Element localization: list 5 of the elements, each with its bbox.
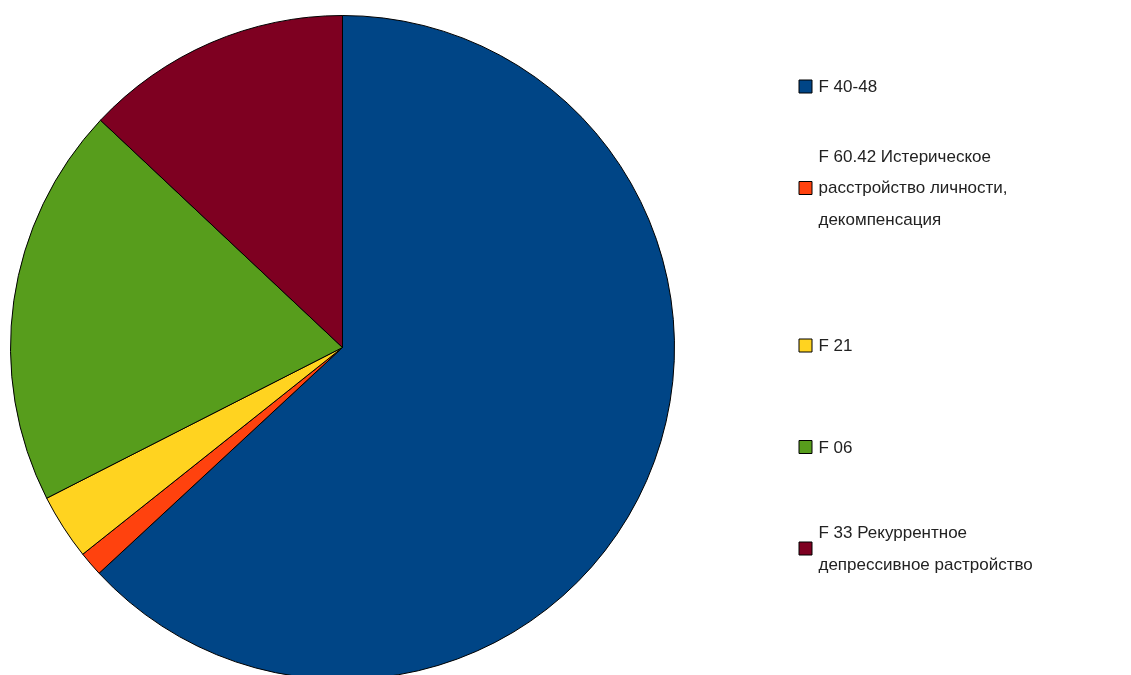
legend-label: F 40-48	[818, 77, 878, 96]
legend-label: F 60.42 Истерическое расстройство личности, декомпенсация	[818, 147, 1008, 229]
legend-label: F 21	[818, 336, 853, 355]
legend-label: F 33 Рекуррентное депрессивное растройство	[818, 523, 1033, 574]
legend-label: F 06	[818, 437, 853, 457]
